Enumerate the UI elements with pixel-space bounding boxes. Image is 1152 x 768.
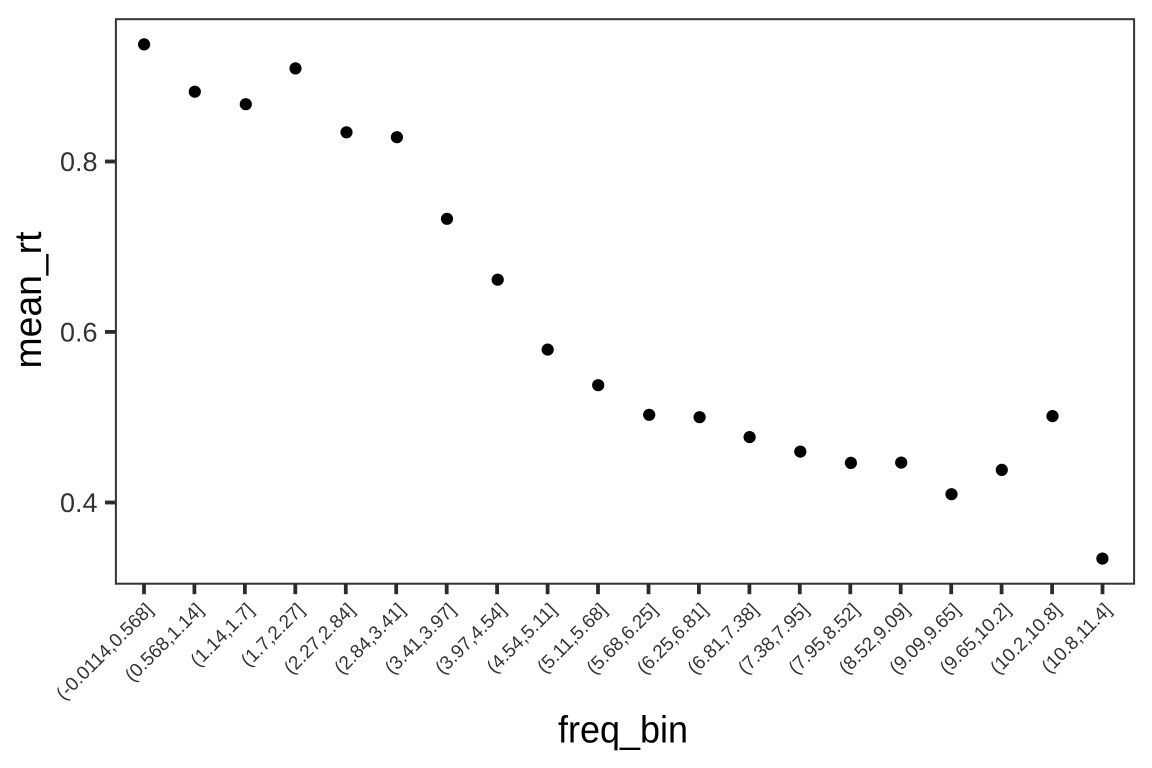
svg-text:0.4: 0.4 bbox=[60, 488, 98, 518]
svg-text:mean_rt: mean_rt bbox=[8, 231, 50, 368]
svg-text:freq_bin: freq_bin bbox=[558, 710, 688, 752]
svg-text:0.8: 0.8 bbox=[60, 147, 98, 177]
svg-text:0.6: 0.6 bbox=[60, 318, 98, 348]
